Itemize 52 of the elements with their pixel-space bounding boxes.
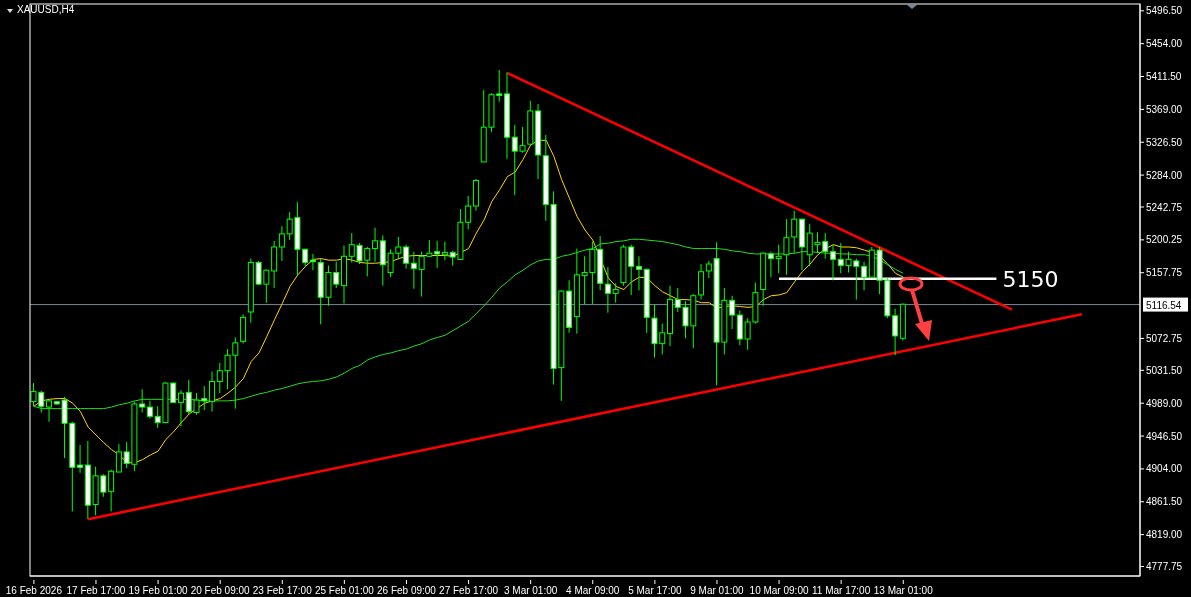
y-tick-label: 4861.50: [1146, 496, 1183, 508]
x-tick-label: 4 Mar 09:00: [566, 585, 620, 596]
candlestick: [775, 244, 782, 274]
x-tick-label: 19 Feb 01:00: [128, 585, 188, 596]
candlestick: [240, 313, 247, 345]
candlestick: [635, 255, 642, 291]
candlestick: [278, 225, 285, 262]
candlestick: [177, 389, 184, 427]
y-tick-label: 5411.50: [1146, 71, 1182, 83]
candlestick: [441, 241, 448, 261]
candlestick: [612, 282, 619, 304]
x-tick-label: 13 Mar 01:00: [873, 585, 934, 596]
y-tick-label: 4904.00: [1146, 463, 1183, 475]
x-tick-label: 5 Mar 17:00: [628, 585, 682, 596]
y-tick-label: 5031.50: [1146, 364, 1183, 376]
x-tick-label: 11 Mar 17:00: [812, 585, 871, 596]
candlestick: [372, 227, 379, 263]
ref-line-label: 5116.54: [1146, 299, 1182, 311]
candlestick: [729, 295, 736, 330]
y-tick-label: 5157.75: [1146, 267, 1183, 279]
y-tick-label: 5072.75: [1146, 332, 1183, 344]
candlestick: [698, 263, 705, 301]
y-tick-label: 5326.50: [1146, 136, 1183, 148]
chart-title: XAUUSD,H4: [17, 4, 75, 15]
candlestick: [892, 308, 899, 356]
y-tick-label: 4777.75: [1146, 561, 1183, 573]
x-tick-label: 20 Feb 09:00: [190, 585, 251, 596]
y-tick-label: 5242.75: [1146, 201, 1183, 213]
x-tick-label: 27 Feb 17:00: [439, 585, 499, 596]
y-tick-label: 5369.00: [1146, 103, 1183, 115]
y-tick-label: 5284.00: [1146, 169, 1183, 181]
y-tick-label: 5496.50: [1146, 5, 1183, 17]
y-tick-label: 4946.50: [1146, 430, 1183, 442]
candlestick: [46, 399, 53, 423]
x-tick-label: 26 Feb 09:00: [377, 585, 437, 596]
y-tick-label: 4989.00: [1146, 397, 1183, 409]
candlestick: [403, 244, 410, 270]
x-tick-label: 25 Feb 01:00: [314, 585, 375, 596]
y-tick-label: 5200.25: [1146, 234, 1183, 246]
x-tick-label: 16 Feb 2026: [5, 585, 63, 596]
candlestick: [209, 370, 216, 413]
series-label: 5150: [1002, 266, 1059, 292]
y-tick-label: 5454.00: [1146, 38, 1183, 50]
candlestick: [767, 251, 774, 278]
x-tick-label: 17 Feb 17:00: [66, 585, 126, 596]
x-tick-label: 23 Feb 17:00: [252, 585, 313, 596]
x-tick-label: 10 Mar 09:00: [749, 585, 809, 596]
x-tick-label: 9 Mar 01:00: [690, 585, 745, 596]
candlestick: [77, 444, 84, 474]
y-tick-label: 4819.00: [1146, 529, 1183, 541]
x-tick-label: 3 Mar 01:00: [503, 585, 558, 596]
candlestick: [604, 266, 611, 314]
